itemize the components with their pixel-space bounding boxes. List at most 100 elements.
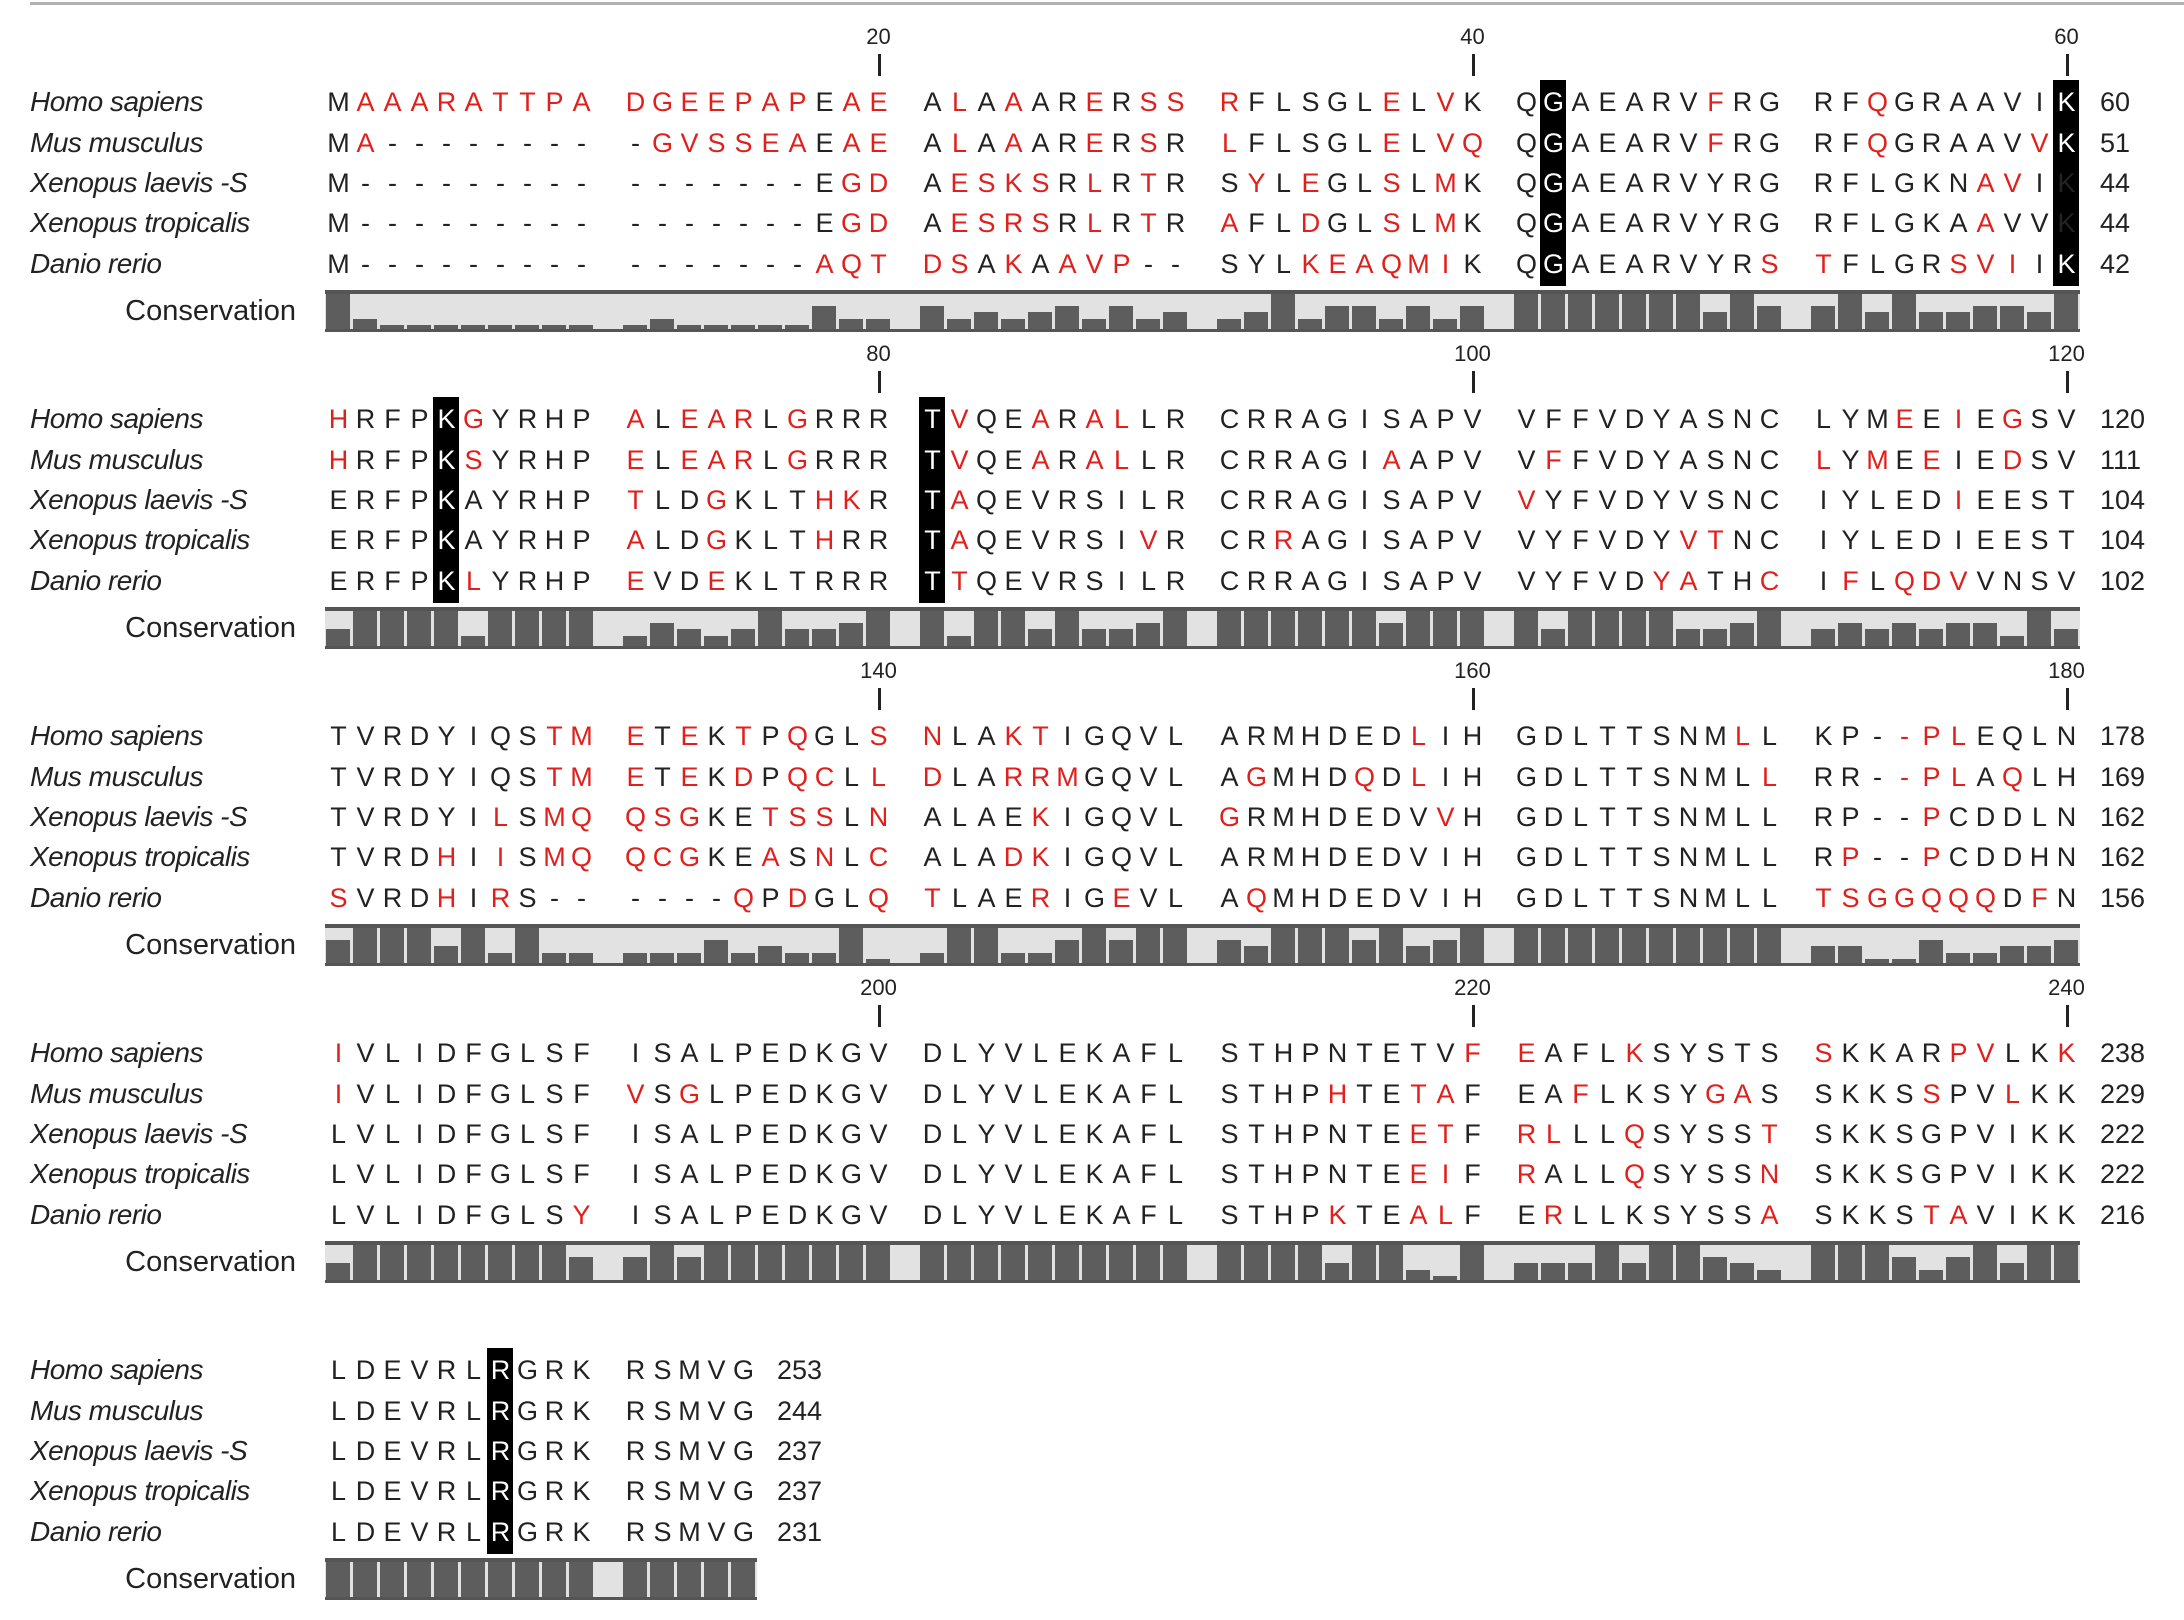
residue: K: [437, 485, 456, 515]
residue: V: [1976, 249, 1995, 279]
residue: H: [814, 485, 835, 515]
species-label: Homo sapiens: [30, 1354, 203, 1385]
residue: A: [1301, 485, 1320, 515]
residue: N: [2056, 842, 2077, 872]
residue: K: [437, 404, 456, 434]
ruler-label: 180: [2048, 658, 2085, 683]
residue: A: [1112, 1159, 1131, 1189]
alignment-block: 140 160 180 Homo sapiens T V R D Y I Q S T M E T E K T P Q G L…: [0, 634, 2184, 966]
species-label: Danio rerio: [30, 1199, 162, 1230]
residue: E: [1922, 404, 1941, 434]
residue: M: [1866, 404, 1889, 434]
residue: T: [492, 87, 509, 117]
residue: A: [1031, 404, 1050, 434]
residue: T: [2058, 525, 2075, 555]
residue: K: [2057, 1038, 2076, 1068]
residue: T: [1599, 842, 1616, 872]
residue: K: [2057, 1159, 2076, 1189]
residue: L: [1572, 721, 1589, 751]
conservation-bar: [1730, 928, 1754, 963]
residue: V: [1004, 1038, 1023, 1068]
highlight-column: [2053, 80, 2079, 286]
conservation-bar: [461, 1245, 485, 1280]
residue: A: [1301, 445, 1320, 475]
residue: S: [1652, 1038, 1671, 1068]
residue: L: [1275, 87, 1292, 117]
residue: V: [356, 802, 375, 832]
residue: A: [977, 128, 996, 158]
residue: I: [415, 1200, 424, 1230]
residue: T: [1599, 762, 1616, 792]
residue: D: [1624, 404, 1645, 434]
residue: S: [1733, 1119, 1752, 1149]
residue: I: [496, 842, 505, 872]
residue: G: [516, 1355, 538, 1385]
residue: Q: [786, 721, 808, 751]
residue: S: [2030, 404, 2049, 434]
residue: G: [1893, 128, 1915, 158]
residue: E: [1409, 1119, 1428, 1149]
conservation-bar: [1757, 611, 1781, 646]
residue: T: [1599, 883, 1616, 913]
residue: P: [734, 87, 753, 117]
residue: V: [2057, 566, 2076, 596]
residue: D: [1624, 485, 1645, 515]
conservation-bar: [1622, 294, 1646, 329]
residue: R: [355, 445, 376, 475]
residue: R: [1651, 168, 1672, 198]
residue: T: [627, 485, 644, 515]
residue: R: [1057, 208, 1078, 238]
residue: L: [1032, 1079, 1049, 1109]
residue: R: [544, 1355, 565, 1385]
residue: K: [2030, 1159, 2049, 1189]
conservation-bar: [1055, 1245, 1079, 1280]
residue: K: [437, 445, 456, 475]
residue: H: [436, 842, 457, 872]
gap: -: [631, 168, 640, 198]
residue: D: [1543, 762, 1564, 792]
residue: Q: [2001, 762, 2023, 792]
residue: N: [1678, 762, 1699, 792]
conservation-bar: [1001, 952, 1025, 963]
residue: S: [1085, 485, 1104, 515]
residue: Y: [977, 1200, 996, 1230]
residue: L: [951, 1119, 968, 1149]
residue: S: [2030, 525, 2049, 555]
sequence-end-position: 44: [2100, 168, 2131, 198]
residue: A: [1409, 485, 1428, 515]
residue: S: [1652, 1200, 1671, 1230]
sequence-end-position: 60: [2100, 87, 2131, 117]
conservation-bar: [1298, 318, 1322, 329]
residue: K: [437, 525, 456, 555]
residue: G: [1218, 802, 1240, 832]
residue: Y: [1706, 249, 1725, 279]
residue: R: [1921, 249, 1942, 279]
alignment-block: Homo sapiens L D E V R L R G R K R S M V G 253 Mus muscul…: [0, 1268, 2184, 1600]
residue: M: [678, 1476, 701, 1506]
residue: S: [653, 1355, 672, 1385]
conservation-bar: [1973, 305, 1997, 329]
residue: R: [490, 1355, 511, 1385]
residue: D: [1921, 525, 1942, 555]
residue: T: [1356, 1159, 1373, 1189]
conservation-bar: [326, 629, 350, 646]
residue: L: [708, 1079, 725, 1109]
residue: A: [1571, 87, 1590, 117]
residue: G: [1542, 168, 1564, 198]
residue: T: [654, 721, 671, 751]
residue: D: [1921, 566, 1942, 596]
residue: R: [544, 1436, 565, 1466]
residue: S: [734, 128, 753, 158]
residue: E: [383, 1436, 402, 1466]
residue: G: [516, 1396, 538, 1426]
residue: R: [1246, 802, 1267, 832]
residue: R: [355, 404, 376, 434]
gap: -: [361, 168, 370, 198]
residue: L: [843, 802, 860, 832]
residue: E: [329, 566, 348, 596]
residue: E: [1355, 721, 1374, 751]
residue: E: [329, 485, 348, 515]
residue: G: [1515, 883, 1537, 913]
residue: F: [384, 445, 401, 475]
residue: T: [1248, 1079, 1265, 1109]
